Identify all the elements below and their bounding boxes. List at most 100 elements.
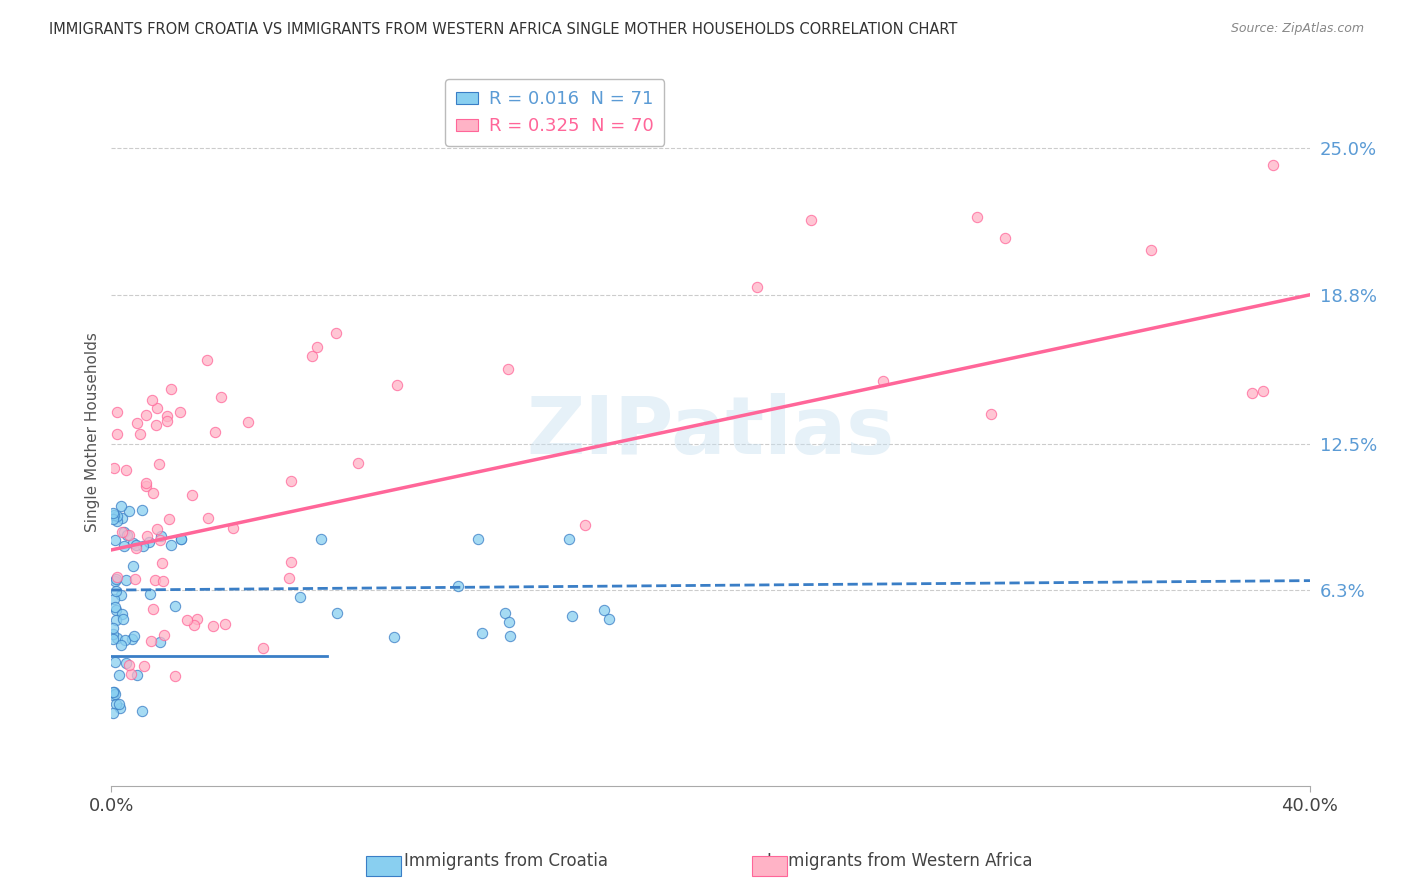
Point (145, 522, 167, 536)
Point (176, 613, 198, 627)
Point (745, 280, 768, 294)
Point (387, 378, 409, 392)
Point (325, 326, 347, 341)
Point (150, 529, 173, 543)
Point (160, 383, 183, 397)
Point (131, 704, 153, 718)
Point (101, 512, 124, 526)
Point (156, 409, 179, 424)
Point (1241, 386, 1264, 401)
Point (447, 579, 470, 593)
Point (118, 528, 141, 542)
Point (280, 474, 302, 488)
Point (101, 626, 124, 640)
Point (143, 574, 166, 588)
Point (112, 612, 135, 626)
Point (115, 657, 138, 671)
Point (105, 603, 128, 617)
Point (135, 476, 157, 491)
Point (104, 574, 127, 588)
Point (121, 632, 143, 646)
Text: ZIPatlas: ZIPatlas (527, 392, 894, 471)
Point (148, 457, 170, 471)
Point (280, 555, 302, 569)
Point (114, 633, 136, 648)
Point (142, 485, 165, 500)
Point (138, 534, 160, 549)
Point (471, 626, 494, 640)
Point (347, 456, 370, 470)
Point (108, 668, 131, 682)
Point (222, 521, 245, 535)
Point (111, 607, 134, 621)
Point (132, 659, 155, 673)
Point (122, 535, 145, 549)
Text: Immigrants from Croatia: Immigrants from Croatia (404, 852, 609, 870)
Point (561, 608, 583, 623)
Point (101, 688, 124, 702)
Point (135, 479, 157, 493)
Point (966, 211, 988, 225)
Point (105, 573, 128, 587)
Point (163, 599, 186, 613)
Point (101, 684, 124, 698)
Point (574, 518, 596, 533)
Point (112, 539, 135, 553)
Point (152, 628, 174, 642)
Point (496, 362, 519, 376)
Point (309, 532, 332, 546)
Point (110, 499, 132, 513)
Point (110, 588, 132, 602)
Point (1140, 244, 1163, 258)
Point (128, 427, 150, 442)
Point (186, 612, 208, 626)
Point (170, 532, 193, 546)
Text: IMMIGRANTS FROM CROATIA VS IMMIGRANTS FROM WESTERN AFRICA SINGLE MOTHER HOUSEHOL: IMMIGRANTS FROM CROATIA VS IMMIGRANTS FR… (49, 22, 957, 37)
Point (104, 613, 127, 627)
Point (103, 460, 125, 475)
Point (124, 573, 146, 587)
Point (499, 629, 522, 643)
Point (105, 405, 128, 419)
Point (494, 606, 516, 620)
Point (209, 390, 232, 404)
Point (498, 615, 520, 630)
Point (180, 488, 202, 502)
Point (104, 655, 127, 669)
Point (157, 511, 180, 525)
Point (117, 658, 139, 673)
Point (112, 525, 135, 540)
Point (800, 213, 823, 227)
Point (136, 529, 159, 543)
Point (156, 414, 179, 428)
Point (146, 401, 169, 415)
Legend: R = 0.016  N = 71, R = 0.325  N = 70: R = 0.016 N = 71, R = 0.325 N = 70 (446, 79, 665, 146)
Point (105, 570, 128, 584)
Point (139, 586, 162, 600)
Point (125, 538, 148, 552)
Point (105, 508, 128, 523)
Point (252, 641, 274, 656)
Point (108, 700, 131, 714)
Y-axis label: Single Mother Households: Single Mother Households (86, 332, 100, 532)
Point (105, 631, 128, 645)
Point (170, 532, 193, 546)
Point (382, 630, 405, 644)
Point (101, 621, 124, 635)
Point (558, 532, 581, 546)
Point (101, 706, 124, 720)
Point (108, 697, 131, 711)
Point (201, 619, 224, 633)
Point (131, 503, 153, 517)
Point (204, 425, 226, 440)
Point (152, 574, 174, 589)
Point (115, 527, 138, 541)
Point (305, 340, 328, 354)
Point (994, 231, 1017, 245)
Point (214, 617, 236, 632)
Point (103, 687, 125, 701)
Point (105, 698, 128, 712)
Point (103, 684, 125, 698)
Point (145, 417, 167, 432)
Point (236, 415, 259, 429)
